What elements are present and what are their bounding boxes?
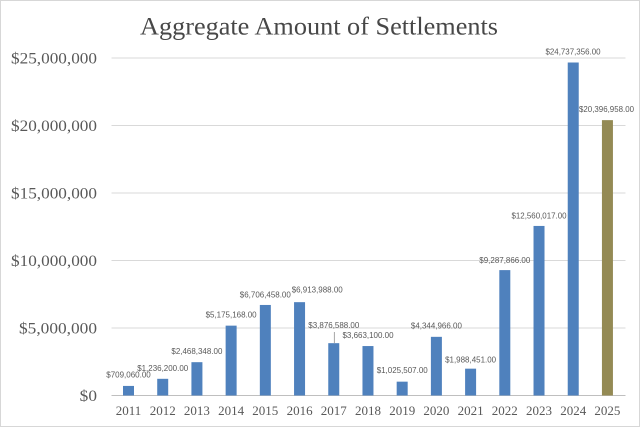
svg-text:$1,025,507.00: $1,025,507.00 [377,365,428,375]
svg-text:$12,560,017.00: $12,560,017.00 [512,211,567,221]
svg-text:$10,000,000: $10,000,000 [11,253,97,270]
svg-text:$709,060.00: $709,060.00 [106,370,151,380]
svg-text:$3,876,588.00: $3,876,588.00 [308,320,359,330]
svg-text:$6,913,988.00: $6,913,988.00 [292,285,343,295]
svg-text:2022: 2022 [492,403,518,418]
svg-text:2011: 2011 [116,403,142,418]
svg-text:$0: $0 [80,388,98,405]
svg-text:$3,663,100.00: $3,663,100.00 [343,330,394,340]
svg-text:2023: 2023 [526,403,552,418]
svg-text:$4,344,966.00: $4,344,966.00 [411,321,462,331]
svg-text:2015: 2015 [252,403,278,418]
svg-text:$20,000,000: $20,000,000 [11,118,97,135]
svg-text:$5,175,168.00: $5,175,168.00 [206,310,257,320]
svg-text:2019: 2019 [389,403,415,418]
svg-text:$20,396,958.00: $20,396,958.00 [579,104,634,114]
svg-text:2013: 2013 [184,403,210,418]
svg-text:$1,236,200.00: $1,236,200.00 [137,363,188,373]
svg-text:2025: 2025 [594,403,620,418]
svg-text:$1,988,451.00: $1,988,451.00 [445,354,496,364]
svg-text:$2,468,348.00: $2,468,348.00 [171,346,222,356]
svg-text:2012: 2012 [150,403,176,418]
svg-text:2017: 2017 [321,403,348,418]
svg-text:2020: 2020 [423,403,449,418]
svg-text:Aggregate Amount of Settlement: Aggregate Amount of Settlements [140,12,498,41]
svg-text:2018: 2018 [355,403,381,418]
svg-text:2014: 2014 [218,403,245,418]
svg-text:$5,000,000: $5,000,000 [19,321,97,338]
svg-text:2016: 2016 [287,403,314,418]
svg-text:$24,737,356.00: $24,737,356.00 [546,47,601,57]
svg-text:$15,000,000: $15,000,000 [11,186,97,203]
svg-text:$6,706,458.00: $6,706,458.00 [240,290,291,300]
svg-text:2021: 2021 [458,403,484,418]
svg-text:2024: 2024 [560,403,587,418]
svg-text:$9,287,866.00: $9,287,866.00 [479,255,530,265]
svg-text:$25,000,000: $25,000,000 [11,51,97,68]
